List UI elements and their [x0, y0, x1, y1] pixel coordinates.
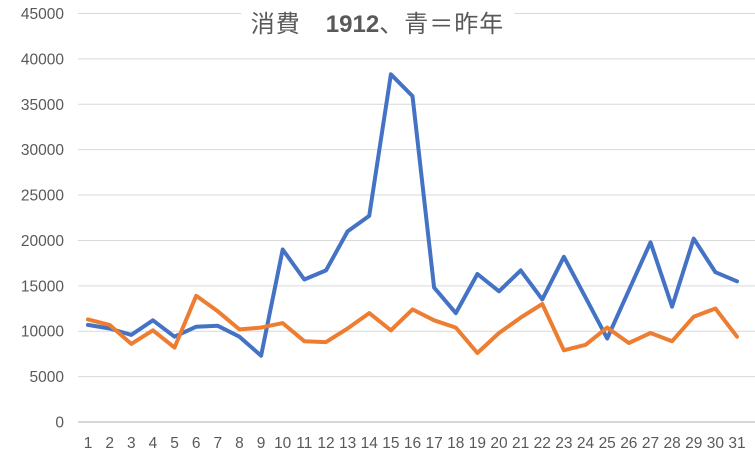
x-axis-tick-label: 5 — [170, 435, 179, 452]
y-axis-tick-label: 40000 — [21, 51, 64, 68]
x-axis-tick-label: 14 — [361, 435, 379, 452]
x-axis-tick-label: 31 — [728, 435, 745, 452]
x-axis-tick-label: 28 — [663, 435, 680, 452]
x-axis-tick-label: 29 — [685, 435, 702, 452]
x-axis-tick-label: 4 — [149, 435, 158, 452]
x-axis-tick-label: 22 — [534, 435, 551, 452]
x-axis-tick-label: 25 — [599, 435, 616, 452]
x-axis-tick-label: 26 — [620, 435, 637, 452]
x-axis-tick-label: 6 — [192, 435, 201, 452]
x-axis-tick-label: 19 — [469, 435, 486, 452]
x-axis-tick-label: 8 — [235, 435, 244, 452]
y-axis-tick-label: 30000 — [21, 142, 64, 159]
y-axis-tick-label: 15000 — [21, 278, 64, 295]
x-axis-tick-label: 15 — [382, 435, 399, 452]
series-line-blue-last-year — [86, 72, 739, 358]
x-axis-tick-label: 17 — [426, 435, 443, 452]
chart-title-text: 消費 — [250, 11, 326, 38]
series-line-orange — [86, 293, 739, 355]
y-axis-tick-label: 45000 — [21, 6, 64, 23]
y-axis-tick-label: 25000 — [21, 188, 64, 205]
x-axis-tick-label: 20 — [490, 435, 508, 452]
x-axis-tick-label: 18 — [447, 435, 464, 452]
x-axis-tick-label: 3 — [127, 435, 136, 452]
x-axis-tick-label: 10 — [274, 435, 292, 452]
x-axis-tick-label: 30 — [707, 435, 725, 452]
x-axis-tick-label: 21 — [512, 435, 529, 452]
x-axis-tick-label: 9 — [257, 435, 266, 452]
x-axis-tick-label: 16 — [404, 435, 421, 452]
x-axis-tick-label: 27 — [642, 435, 659, 452]
chart-title-number: 1912 — [325, 11, 380, 38]
x-axis-tick-label: 13 — [339, 435, 356, 452]
x-axis-tick-label: 2 — [105, 435, 114, 452]
x-axis-tick-label: 24 — [577, 435, 595, 452]
chart-title-suffix: 、青＝昨年 — [379, 11, 505, 38]
y-axis-tick-label: 5000 — [30, 369, 65, 386]
x-axis-tick-label: 12 — [317, 435, 334, 452]
x-axis-tick-label: 23 — [555, 435, 572, 452]
x-axis-tick-label: 1 — [84, 435, 93, 452]
x-axis-tick-label: 7 — [213, 435, 222, 452]
x-axis-tick-label: 11 — [296, 435, 312, 452]
y-axis-tick-label: 0 — [55, 415, 64, 432]
y-axis-tick-label: 35000 — [21, 97, 64, 114]
chart-title: 消費 1912、青＝昨年 — [240, 4, 515, 39]
y-axis-tick-label: 20000 — [21, 233, 64, 250]
y-axis-tick-label: 10000 — [21, 324, 64, 341]
